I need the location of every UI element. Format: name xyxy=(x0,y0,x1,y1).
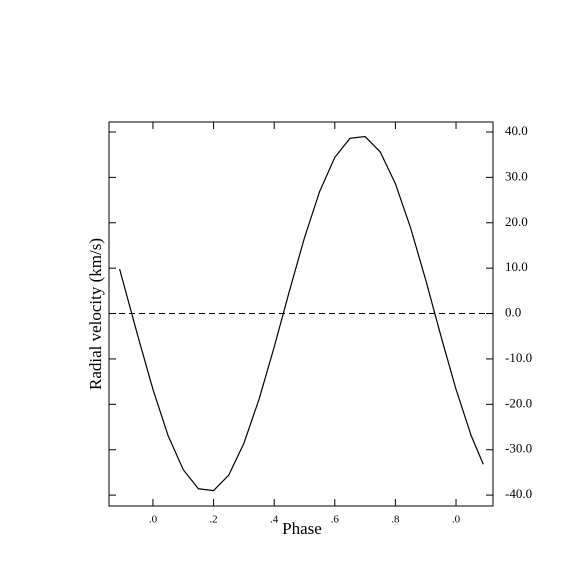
x-tick-label: .4 xyxy=(270,514,279,526)
x-tick-label: .2 xyxy=(209,514,217,526)
y-tick-label: -20.0 xyxy=(505,395,532,410)
x-tick-label: .6 xyxy=(331,514,340,526)
y-tick-label: -10.0 xyxy=(505,350,532,365)
y-tick-label: 0.0 xyxy=(505,305,521,320)
x-tick-label: .0 xyxy=(149,514,158,526)
y-tick-label: 20.0 xyxy=(505,214,528,229)
x-tick-label: .0 xyxy=(452,514,461,526)
rv-curve xyxy=(119,135,484,492)
y-axis-label: Radial velocity (km/s) xyxy=(86,238,105,390)
y-tick-label: -40.0 xyxy=(505,486,532,501)
y-tick-label: 10.0 xyxy=(505,259,528,274)
y-tick-label: 40.0 xyxy=(505,123,528,138)
y-tick-label: 30.0 xyxy=(505,168,528,183)
x-axis-label: Phase xyxy=(282,519,322,538)
x-tick-label: .8 xyxy=(391,514,400,526)
y-tick-label: -30.0 xyxy=(505,441,532,456)
